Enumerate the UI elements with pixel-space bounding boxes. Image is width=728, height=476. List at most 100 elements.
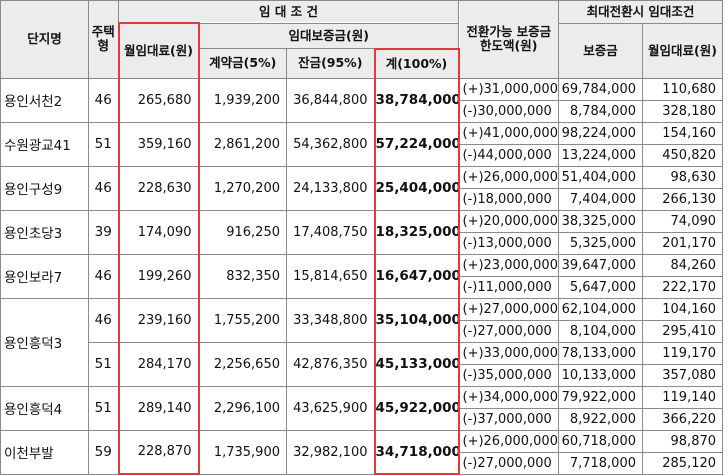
total-deposit-cell: 34,718,000 <box>373 429 460 475</box>
complex-name-cell: 용인흥덕3 <box>0 297 89 387</box>
header-contract-deposit: 계약금(5%) <box>198 48 287 79</box>
unit-type-cell: 46 <box>88 253 119 299</box>
max-deposit-cell: 13,224,000 <box>558 143 643 167</box>
table-row: 용인보라7 46 199,260 832,350 15,814,650 16,647,00… <box>0 253 724 299</box>
total-deposit-cell: 35,104,000 <box>373 297 460 343</box>
table-row: 용인서천2 46 265,680 1,939,200 36,844,800 38,784,… <box>0 77 724 123</box>
complex-name-cell: 용인서천2 <box>0 77 89 123</box>
total-deposit-cell: 45,922,000 <box>373 385 460 431</box>
conversion-range-cell: (+)26,000,000 <box>458 429 559 453</box>
max-monthly-rent-cell: 98,630 <box>641 165 724 189</box>
balance-cell: 15,814,650 <box>286 253 375 299</box>
max-deposit-cell: 69,784,000 <box>558 77 643 101</box>
header-total: 계(100%) <box>373 47 460 79</box>
max-deposit-cell: 7,404,000 <box>558 187 643 211</box>
max-deposit-cell: 8,104,000 <box>558 319 643 343</box>
max-deposit-cell: 38,325,000 <box>558 209 643 233</box>
max-monthly-rent-cell: 110,680 <box>641 77 724 101</box>
conversion-range-cell: (+)41,000,000 <box>458 121 559 145</box>
balance-cell: 43,625,900 <box>286 385 375 431</box>
table-row: (-)27,000,000 8,104,000 295,410 <box>1 319 724 343</box>
max-deposit-cell: 5,647,000 <box>558 275 643 299</box>
table-row: 용인구성9 46 228,630 1,270,200 24,133,800 25,404,… <box>0 165 724 211</box>
complex-name-cell: 수원광교41 <box>0 121 89 167</box>
max-monthly-rent-cell: 366,220 <box>641 407 724 431</box>
unit-type-cell: 59 <box>88 429 119 475</box>
header-balance: 잔금(95%) <box>286 48 375 79</box>
max-monthly-rent-cell: 450,820 <box>641 143 724 167</box>
contract-deposit-cell: 1,270,200 <box>198 165 287 211</box>
max-deposit-cell: 78,133,000 <box>558 341 643 365</box>
header-max-monthly-rent: 월임대료(원) <box>641 22 724 79</box>
conversion-range-cell: (+)34,000,000 <box>458 385 559 409</box>
header-max-conversion: 최대전환시 임대조건 <box>557 0 724 24</box>
max-monthly-rent-cell: 154,160 <box>641 121 724 145</box>
max-monthly-rent-cell: 201,170 <box>641 231 724 255</box>
header-conversion-limit: 전환가능 보증금 한도액(원) <box>458 0 559 79</box>
contract-deposit-cell: 832,350 <box>198 253 287 299</box>
complex-name-cell: 용인구성9 <box>0 165 89 211</box>
max-monthly-rent-cell: 84,260 <box>641 253 724 277</box>
table-row: (-)44,000,000 13,224,000 450,820 <box>1 143 724 167</box>
monthly-rent-cell: 284,170 <box>117 341 200 387</box>
table-row: 용인흥덕4 51 289,140 2,296,100 43,625,900 45,922,… <box>0 385 724 431</box>
max-deposit-cell: 8,922,000 <box>558 407 643 431</box>
max-deposit-cell: 39,647,000 <box>558 253 643 277</box>
table-row: 이천부발 59 228,870 1,735,900 32,982,100 34,718,0… <box>0 429 724 475</box>
max-monthly-rent-cell: 74,090 <box>641 209 724 233</box>
max-deposit-cell: 8,784,000 <box>558 99 643 123</box>
max-monthly-rent-cell: 266,130 <box>641 187 724 211</box>
balance-cell: 33,348,800 <box>286 297 375 343</box>
conversion-range-cell: (+)20,000,000 <box>458 209 559 233</box>
complex-name-cell: 용인흥덕4 <box>0 385 89 431</box>
table-row: 용인흥덕3 46 239,160 1,755,200 33,348,800 35,104,… <box>0 297 724 387</box>
contract-deposit-cell: 2,256,650 <box>198 341 287 387</box>
table-row: (-)27,000,000 7,718,000 285,120 <box>1 451 724 475</box>
balance-cell: 24,133,800 <box>286 165 375 211</box>
max-monthly-rent-cell: 119,140 <box>641 385 724 409</box>
unit-type-cell: 46 <box>88 297 119 343</box>
complex-name-cell: 용인초당3 <box>0 209 89 255</box>
conversion-range-cell: (-)27,000,000 <box>458 451 559 475</box>
monthly-rent-cell: 289,140 <box>117 385 200 431</box>
monthly-rent-cell: 359,160 <box>117 121 200 167</box>
header-deposit-group: 임대보증금(원) <box>198 22 459 49</box>
conversion-range-cell: (+)26,000,000 <box>458 165 559 189</box>
conversion-range-cell: (-)44,000,000 <box>458 143 559 167</box>
table-body: 용인서천2 46 265,680 1,939,200 36,844,800 38,784,… <box>0 77 724 475</box>
balance-cell: 32,982,100 <box>286 429 375 475</box>
total-deposit-cell: 25,404,000 <box>373 165 460 211</box>
header-max-deposit: 보증금 <box>558 22 643 79</box>
conversion-range-cell: (+)33,000,000 <box>458 341 559 365</box>
monthly-rent-cell: 174,090 <box>117 209 200 255</box>
contract-deposit-cell: 916,250 <box>198 209 287 255</box>
complex-name-cell: 용인보라7 <box>0 253 89 299</box>
complex-name-cell: 이천부발 <box>0 429 89 475</box>
max-deposit-cell: 51,404,000 <box>558 165 643 189</box>
total-deposit-cell: 18,325,000 <box>373 209 460 255</box>
conversion-range-cell: (+)23,000,000 <box>458 253 559 277</box>
table-row: 용인초당3 39 174,090 916,250 17,408,750 18,325,00… <box>0 209 724 255</box>
max-monthly-rent-cell: 295,410 <box>641 319 724 343</box>
conversion-range-cell: (+)27,000,000 <box>458 297 559 321</box>
total-deposit-cell: 16,647,000 <box>373 253 460 299</box>
unit-type-cell: 51 <box>88 341 119 387</box>
table-row: (-)37,000,000 8,922,000 366,220 <box>1 407 724 431</box>
unit-type-cell: 39 <box>88 209 119 255</box>
contract-deposit-cell: 1,939,200 <box>198 77 287 123</box>
max-monthly-rent-cell: 285,120 <box>641 451 724 475</box>
table-row: 수원광교41 51 359,160 2,861,200 54,362,800 57,224… <box>0 121 724 167</box>
balance-cell: 17,408,750 <box>286 209 375 255</box>
conversion-range-cell: (-)30,000,000 <box>458 99 559 123</box>
header-complex: 단지명 <box>0 0 89 79</box>
balance-cell: 36,844,800 <box>286 77 375 123</box>
unit-type-cell: 46 <box>88 77 119 123</box>
max-deposit-cell: 5,325,000 <box>558 231 643 255</box>
monthly-rent-cell: 228,870 <box>117 429 200 475</box>
conversion-range-cell: (-)27,000,000 <box>458 319 559 343</box>
monthly-rent-cell: 239,160 <box>117 297 200 343</box>
balance-cell: 42,876,350 <box>286 341 375 387</box>
table-row: (-)35,000,000 10,133,000 357,080 <box>1 363 724 387</box>
contract-deposit-cell: 1,735,900 <box>198 429 287 475</box>
